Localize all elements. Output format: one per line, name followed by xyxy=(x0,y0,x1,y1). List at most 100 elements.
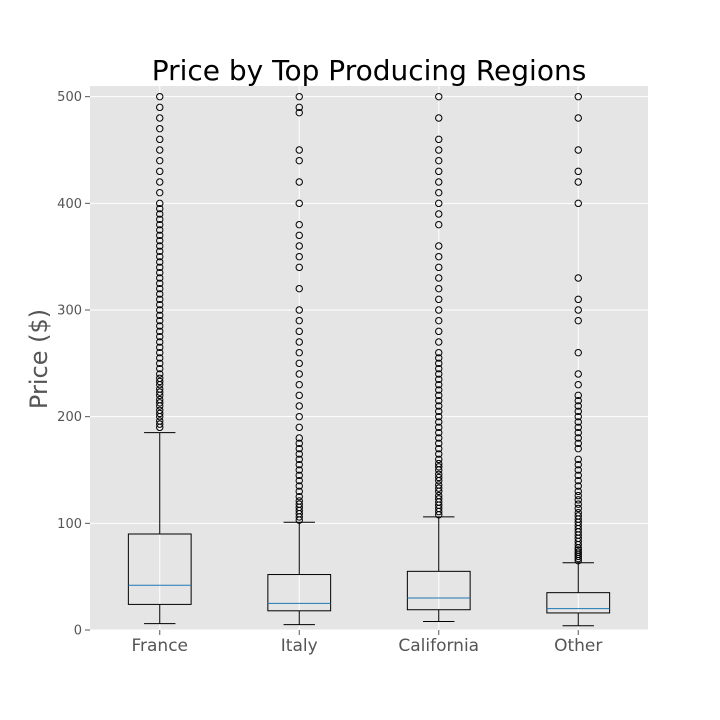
outlier-point xyxy=(435,407,443,416)
outlier-point xyxy=(295,220,303,229)
box-france xyxy=(127,92,192,625)
y-tick-label: 300 xyxy=(57,304,82,319)
outlier-point xyxy=(156,220,164,229)
outlier-point xyxy=(574,295,582,304)
outlier-point xyxy=(156,114,164,122)
outlier-point xyxy=(156,354,164,362)
outlier-point xyxy=(156,279,164,288)
outlier-point xyxy=(295,348,303,357)
outlier-point xyxy=(156,236,164,245)
outlier-point xyxy=(435,396,443,405)
grid-lines xyxy=(90,86,648,631)
outlier-point xyxy=(295,306,303,314)
outlier-point xyxy=(435,316,443,325)
outlier-point xyxy=(295,103,303,112)
iqr-box xyxy=(127,533,192,605)
outlier-point xyxy=(156,316,164,325)
x-tick-label: Other xyxy=(554,636,602,656)
outlier-point xyxy=(574,92,582,101)
outlier-point xyxy=(574,396,582,405)
outlier-point xyxy=(435,370,443,378)
outlier-point xyxy=(574,504,582,513)
outlier-point xyxy=(156,247,164,256)
outlier-point xyxy=(435,156,443,165)
outlier-point xyxy=(295,92,303,101)
outlier-point xyxy=(574,439,582,448)
outlier-point xyxy=(156,274,164,282)
outlier-point xyxy=(156,348,164,357)
outlier-point xyxy=(435,295,443,304)
outlier-point xyxy=(574,508,582,517)
outlier-point xyxy=(156,252,164,261)
outlier-point xyxy=(435,455,443,464)
outlier-point xyxy=(156,156,164,165)
outlier-point xyxy=(574,402,582,410)
outlier-point xyxy=(435,199,443,208)
chart-title: Price by Top Producing Regions xyxy=(152,54,587,87)
box-series xyxy=(127,92,611,627)
y-axis-label: Price ($) xyxy=(25,309,53,409)
outlier-point xyxy=(295,327,303,336)
outlier-point xyxy=(435,391,443,400)
outlier-point xyxy=(156,188,164,197)
plot-area xyxy=(90,86,648,630)
outlier-point xyxy=(435,220,443,229)
outlier-point xyxy=(435,491,443,500)
y-tick-label: 100 xyxy=(57,517,82,532)
outlier-point xyxy=(295,423,303,432)
outlier-point xyxy=(574,316,582,325)
outlier-point xyxy=(435,178,443,186)
outlier-point xyxy=(574,471,582,480)
box-italy xyxy=(267,92,332,626)
y-tick-label: 200 xyxy=(57,410,82,425)
outlier-point xyxy=(156,359,164,368)
outlier-point xyxy=(156,167,164,176)
outlier-point xyxy=(435,386,443,394)
outlier-point xyxy=(295,402,303,410)
iqr-box xyxy=(546,592,611,614)
outlier-point xyxy=(574,455,582,464)
outlier-point xyxy=(435,114,443,122)
outlier-point xyxy=(435,274,443,282)
outlier-point xyxy=(156,215,164,224)
outlier-point xyxy=(295,471,303,480)
outlier-point xyxy=(435,434,443,442)
y-axis-ticks: 0 100 200 300 400 500 xyxy=(57,90,90,639)
outlier-point xyxy=(295,263,303,272)
outlier-point xyxy=(435,92,443,101)
x-tick-label: California xyxy=(398,636,479,656)
outlier-point xyxy=(435,463,443,471)
outlier-point xyxy=(574,348,582,357)
outlier-point xyxy=(435,473,443,482)
outlier-point xyxy=(295,199,303,208)
outlier-point xyxy=(435,364,443,373)
outlier-point xyxy=(574,466,582,474)
outlier-point xyxy=(295,391,303,400)
outlier-point xyxy=(435,252,443,261)
outlier-point xyxy=(156,92,164,101)
outlier-point xyxy=(574,418,582,426)
outlier-point xyxy=(156,178,164,186)
outlier-point xyxy=(574,274,582,282)
box-other xyxy=(546,92,611,627)
outlier-point xyxy=(156,388,164,396)
outlier-point xyxy=(574,391,582,400)
outlier-point xyxy=(156,231,164,240)
outlier-point xyxy=(156,135,164,144)
outlier-point xyxy=(574,512,582,520)
outlier-point xyxy=(435,327,443,336)
x-tick-label: Italy xyxy=(281,636,318,656)
outlier-point xyxy=(156,311,164,320)
outlier-point xyxy=(435,423,443,432)
outlier-point xyxy=(435,402,443,410)
outlier-point xyxy=(435,242,443,250)
outlier-point xyxy=(156,124,164,133)
outlier-point xyxy=(156,406,164,414)
outlier-point xyxy=(156,409,164,418)
outlier-point xyxy=(295,444,303,453)
outlier-point xyxy=(435,348,443,357)
outlier-point xyxy=(156,395,164,404)
outlier-point xyxy=(156,290,164,298)
outlier-point xyxy=(435,439,443,448)
